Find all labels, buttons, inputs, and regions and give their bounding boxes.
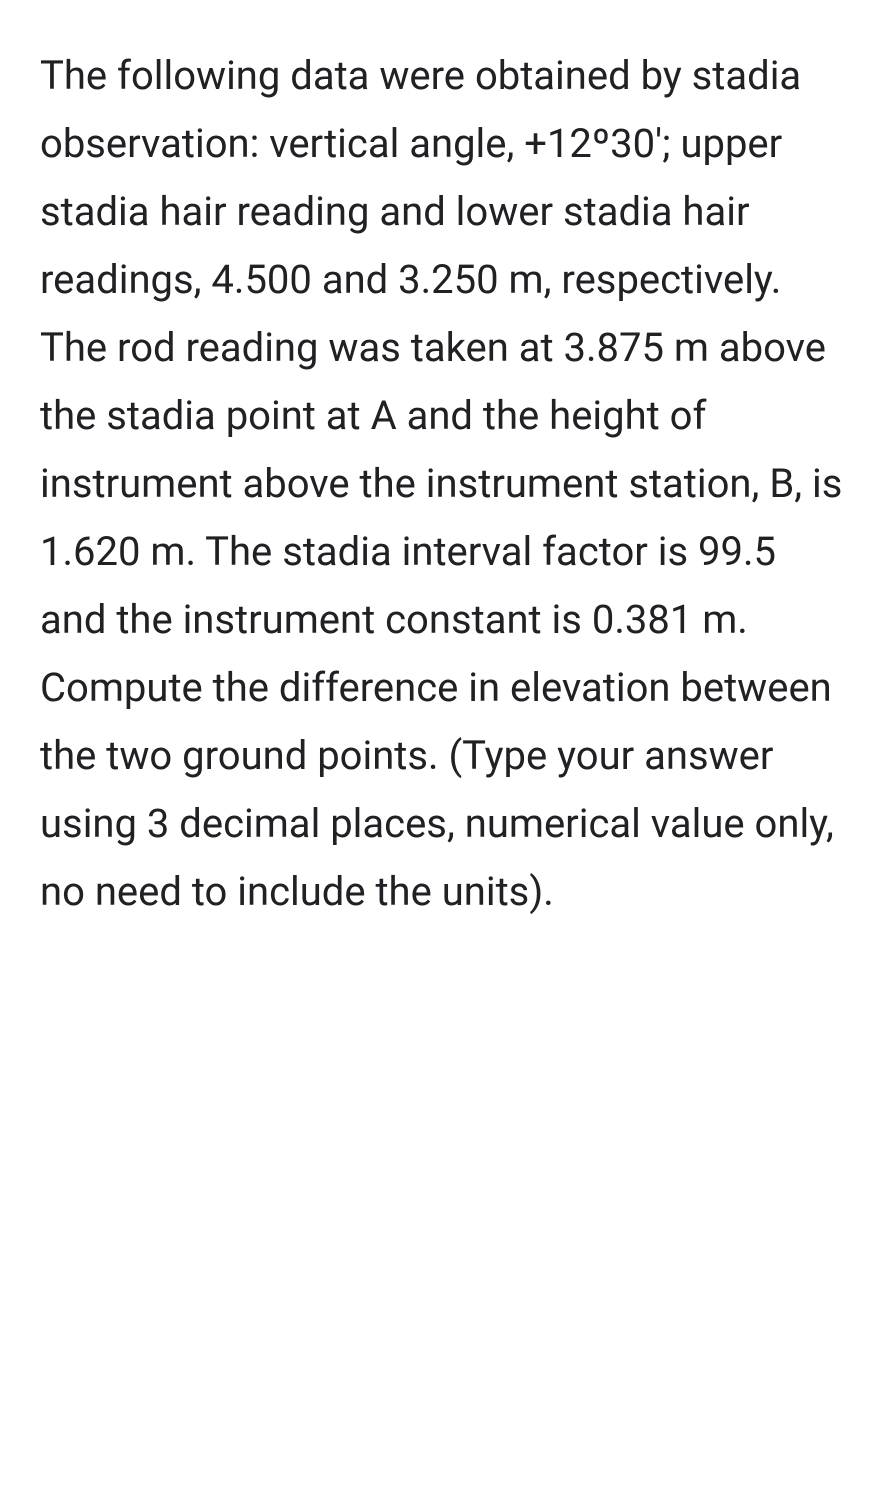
- question-container: The following data were obtained by stad…: [0, 0, 889, 968]
- question-text: The following data were obtained by stad…: [40, 42, 851, 926]
